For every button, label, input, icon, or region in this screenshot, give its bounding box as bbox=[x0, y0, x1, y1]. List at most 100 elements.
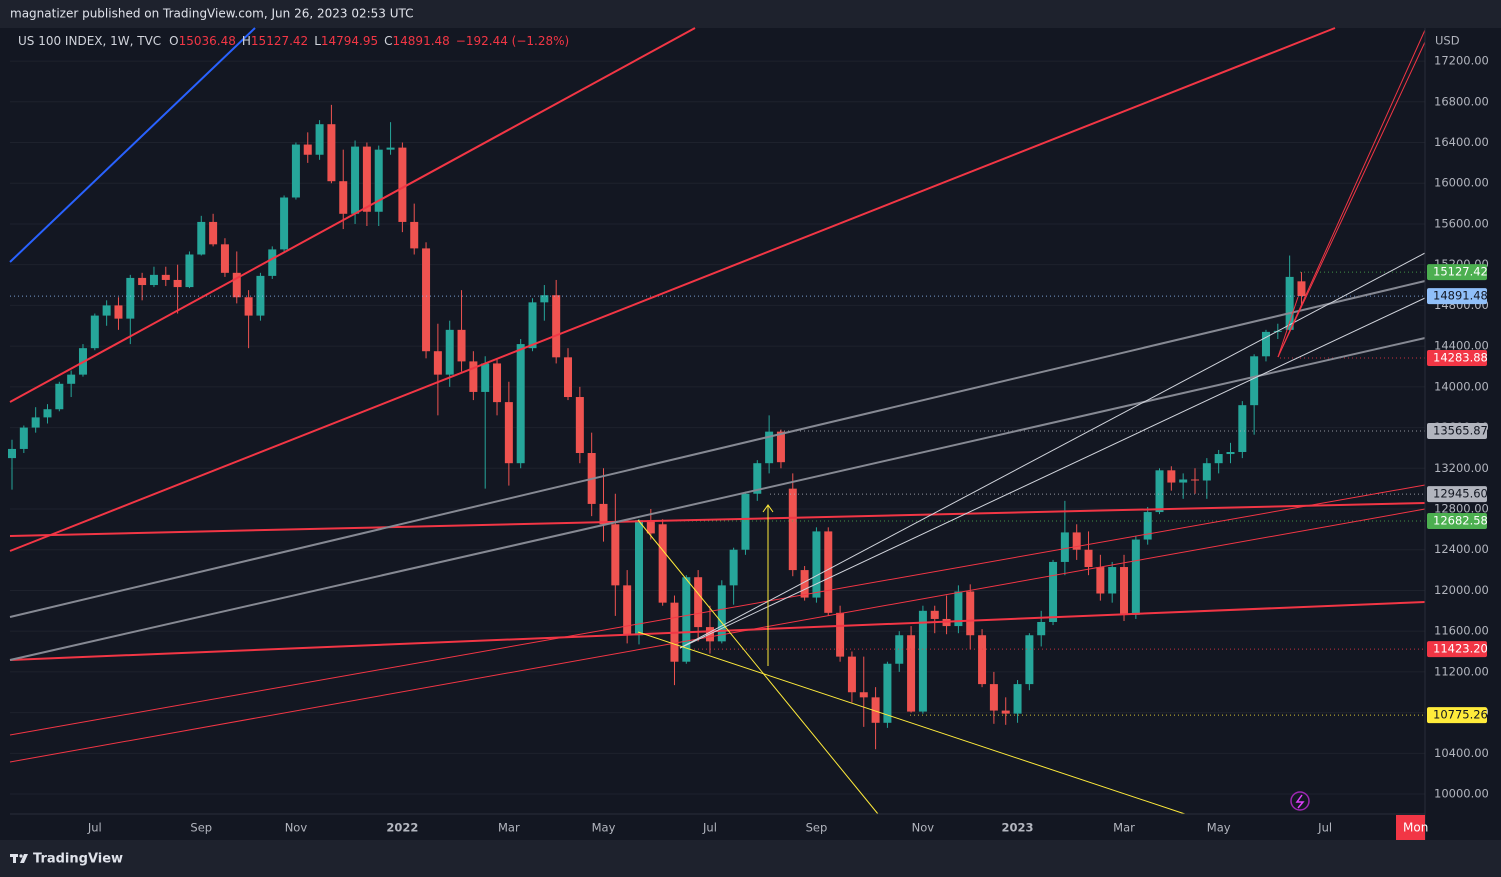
ohlc-letter: L bbox=[314, 34, 321, 48]
price-label: 13565.87 bbox=[1433, 424, 1488, 438]
price-label: 15127.42 bbox=[1433, 265, 1488, 279]
candle-body bbox=[930, 610, 939, 619]
candle-body bbox=[1214, 454, 1223, 464]
candle-body bbox=[611, 524, 620, 586]
candle-body bbox=[1131, 539, 1140, 615]
candle-body bbox=[871, 697, 880, 723]
y-tick-label: 12400.00 bbox=[1434, 542, 1489, 556]
price-label-box bbox=[1427, 264, 1487, 281]
candle-body bbox=[623, 585, 632, 636]
publisher-line: magnatizer published on TradingView.com,… bbox=[10, 7, 414, 21]
candle-body bbox=[8, 448, 16, 459]
x-tick-label: 2023 bbox=[1002, 821, 1034, 835]
candle-body bbox=[185, 254, 194, 288]
x-tick-label: 2022 bbox=[386, 821, 418, 835]
ohlc-value: 15036.48 bbox=[179, 34, 236, 48]
y-tick-label: 17200.00 bbox=[1434, 54, 1489, 68]
candle-body bbox=[457, 329, 466, 362]
trend-line bbox=[9, 484, 1426, 736]
y-tick-label: 14000.00 bbox=[1434, 379, 1489, 393]
candle-body bbox=[859, 692, 868, 698]
x-tick-label: Jul bbox=[702, 821, 717, 835]
candle-body bbox=[1096, 567, 1105, 594]
candle-body bbox=[1108, 567, 1117, 594]
ohlc-letter: H bbox=[242, 34, 251, 48]
ohlc-letter: C bbox=[384, 34, 392, 48]
candle-body bbox=[836, 612, 845, 657]
candle-body bbox=[1143, 512, 1152, 540]
candle-body bbox=[516, 344, 525, 464]
candle-body bbox=[481, 363, 490, 392]
candle-body bbox=[90, 315, 99, 349]
legend-header: US 100 INDEX, 1W, TVC O15036.48 H15127.42 L… bbox=[18, 34, 569, 48]
candle-body bbox=[102, 305, 111, 316]
x-tick-label: Nov bbox=[912, 821, 935, 835]
event-icon[interactable] bbox=[1290, 791, 1310, 811]
candle-body bbox=[209, 221, 218, 245]
grid bbox=[10, 60, 1425, 795]
candle-body bbox=[410, 221, 419, 249]
candle-body bbox=[1049, 561, 1058, 623]
candle-body bbox=[31, 417, 40, 428]
candle-body bbox=[220, 244, 229, 273]
candle-body bbox=[291, 144, 300, 198]
candle-body bbox=[1072, 532, 1081, 550]
price-label-box bbox=[1427, 512, 1487, 529]
event-icon-bolt bbox=[1295, 794, 1305, 809]
candle-body bbox=[1060, 532, 1069, 562]
candle-body bbox=[694, 577, 703, 628]
candle-body bbox=[1179, 479, 1188, 483]
price-label: 12945.60 bbox=[1433, 487, 1488, 501]
candle-body bbox=[469, 361, 478, 392]
logo-part bbox=[20, 854, 28, 863]
candle-body bbox=[895, 635, 904, 664]
candle-body bbox=[362, 146, 371, 212]
price-label-box bbox=[1427, 707, 1487, 724]
ohlc-letter: O bbox=[169, 34, 178, 48]
candle-body bbox=[1025, 635, 1034, 685]
trend-line bbox=[679, 297, 1426, 649]
candle-body bbox=[1238, 405, 1247, 452]
candle-body bbox=[173, 279, 182, 288]
candle-body bbox=[339, 181, 348, 214]
candle-body bbox=[161, 274, 170, 280]
candle-body bbox=[978, 635, 987, 685]
trend-line bbox=[1277, 29, 1426, 358]
y-tick-label: 10000.00 bbox=[1434, 787, 1489, 801]
candle-body bbox=[658, 524, 667, 603]
candle-body bbox=[729, 549, 738, 586]
candle-body bbox=[575, 397, 584, 454]
candle-body bbox=[1191, 479, 1199, 481]
y-tick-label: 12000.00 bbox=[1434, 583, 1489, 597]
candle-body bbox=[493, 363, 502, 403]
candle-body bbox=[268, 249, 277, 276]
candle-body bbox=[351, 146, 360, 214]
candle-body bbox=[1285, 276, 1294, 330]
candle-body bbox=[753, 463, 762, 494]
candle-body bbox=[422, 248, 431, 352]
x-tick-label: May bbox=[592, 821, 616, 835]
trend-line bbox=[9, 508, 1426, 763]
candle-body bbox=[280, 197, 289, 250]
x-tick-label: Jul bbox=[87, 821, 102, 835]
candle-body bbox=[824, 531, 833, 613]
candle-body bbox=[776, 431, 785, 463]
top-bar bbox=[0, 0, 1501, 28]
x-tick-label: Sep bbox=[190, 821, 212, 835]
candle-body bbox=[1155, 470, 1164, 513]
time-marker-box bbox=[1396, 815, 1425, 840]
price-label-box bbox=[1427, 423, 1487, 440]
candle-body bbox=[989, 684, 998, 711]
candle-body bbox=[114, 305, 123, 319]
candle-body bbox=[43, 409, 52, 418]
ohlc-value: 14794.95 bbox=[321, 34, 378, 48]
candle-body bbox=[599, 503, 608, 525]
trend-line bbox=[637, 631, 1186, 815]
change: −192.44 (−1.28%) bbox=[456, 34, 569, 48]
candle-body bbox=[528, 302, 537, 349]
trend-line bbox=[637, 519, 879, 815]
symbol: US 100 INDEX, 1W, TVC bbox=[18, 34, 161, 48]
trend-line bbox=[1277, 296, 1299, 358]
